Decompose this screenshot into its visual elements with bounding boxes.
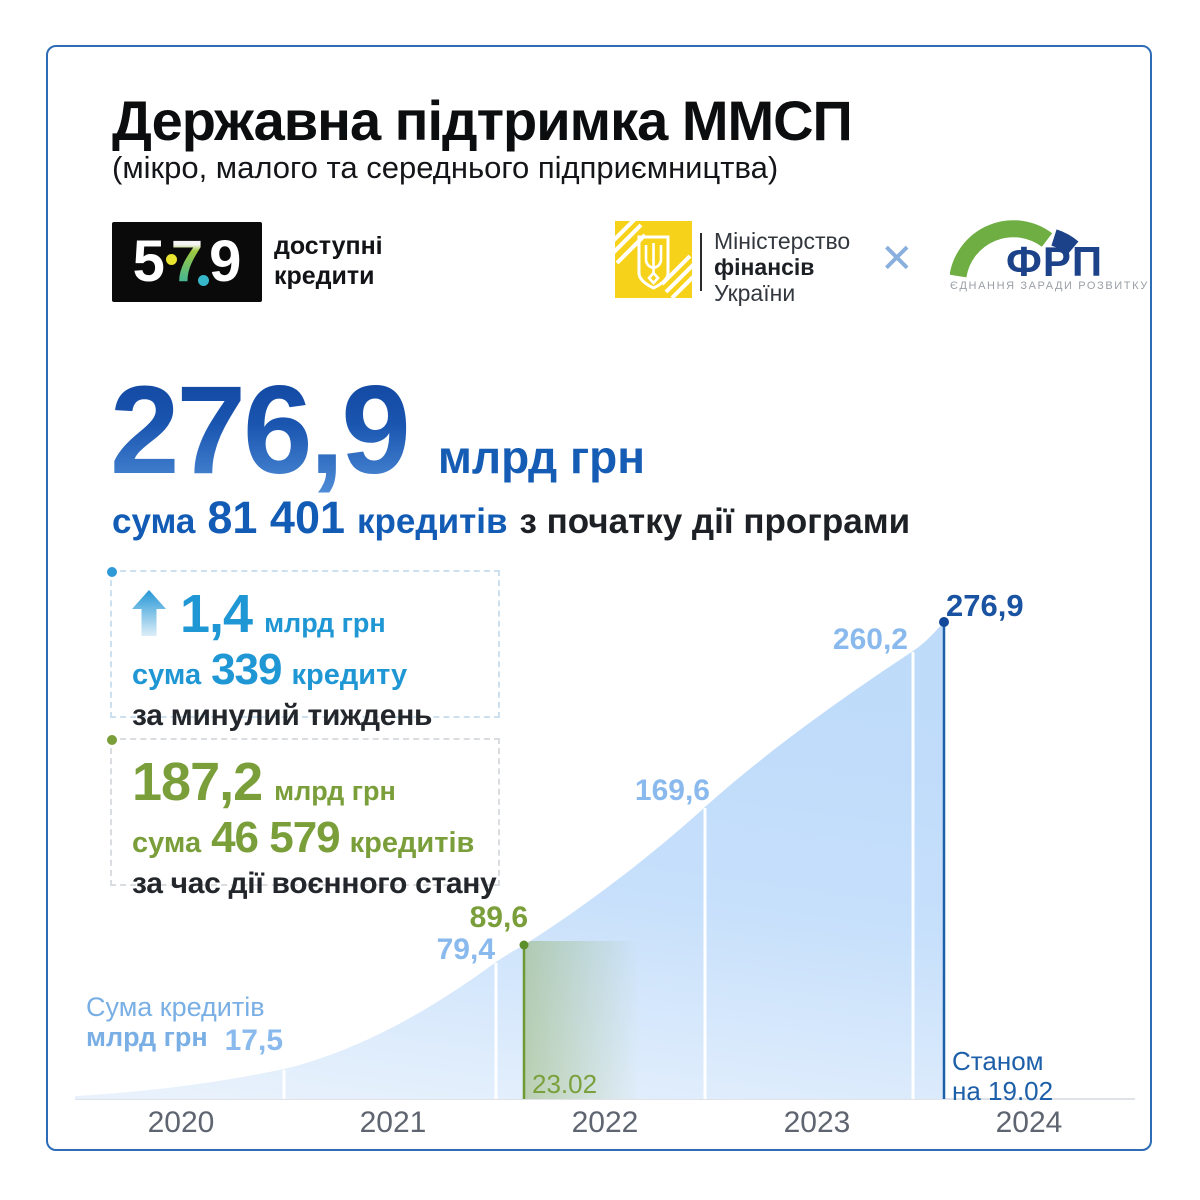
war-tint-band — [524, 941, 640, 1099]
logo-579-digit-9: 9 — [209, 229, 242, 294]
wartime-amount-value: 187,2 — [132, 752, 263, 812]
weekly-loans-count: 339 — [211, 644, 282, 694]
total-loans-line: сума 81 401 кредитів з початку дії прогр… — [112, 492, 911, 543]
loans-area-chart — [75, 617, 1135, 1100]
year-label-2022: 2022 — [571, 1106, 639, 1139]
wartime-period-label: за час дії воєнного стану — [132, 866, 497, 900]
year-label-2020: 2020 — [147, 1106, 215, 1139]
wartime-box-marker-dot — [107, 735, 117, 745]
logo-579-digit-5: 5 — [132, 229, 165, 294]
frp-tagline: ЄДНАННЯ ЗАРАДИ РОЗВИТКУ — [950, 280, 1149, 292]
year-label-2021: 2021 — [359, 1106, 427, 1139]
total-amount-unit: млрд грн — [437, 431, 646, 483]
page-title: Державна підтримка ММСП — [112, 89, 853, 152]
asof-marker — [939, 617, 949, 1099]
logo-579: 5 7 9 — [112, 222, 262, 302]
asof-date-label: Станом на 19.02 — [952, 1046, 1054, 1106]
weekly-delta-value: 1,4 — [180, 584, 253, 644]
weekly-period-label: за минулий тиждень — [132, 698, 433, 732]
total-loans-count: 81 401 — [207, 492, 346, 543]
chart-area — [75, 622, 944, 1099]
frp-logo: ФРП ЄДНАННЯ ЗАРАДИ РОЗВИТКУ — [949, 220, 1149, 298]
frp-arch-icon — [949, 220, 1079, 278]
logo-579-seven-percent: 7 — [165, 233, 210, 291]
chart-y-axis-label: Сума кредитів млрд грн — [86, 992, 265, 1052]
minfin-logo-text: Міністерство фінансів України — [714, 228, 851, 306]
milestone-label-2020: 17,5 — [224, 1024, 283, 1057]
war-start-date-label: 23.02 — [532, 1069, 598, 1099]
total-amount-row: 276,9 млрд грн — [110, 368, 645, 493]
milestone-label-2021: 79,4 — [436, 933, 495, 966]
percent-dot-yellow-icon — [165, 254, 177, 265]
weekly-box-marker-dot — [107, 567, 117, 577]
multiply-separator-icon: ✕ — [880, 237, 914, 281]
logo-579-label: доступні кредити — [274, 232, 383, 290]
percent-dot-teal-icon — [198, 275, 210, 286]
milestone-label-war-start: 89,6 — [469, 901, 528, 934]
year-divider-lines — [282, 652, 915, 1099]
year-label-2023: 2023 — [783, 1106, 851, 1139]
page-subtitle: (мікро, малого та середнього підприємниц… — [112, 150, 779, 185]
minfin-trident-icon — [615, 221, 692, 298]
minfin-divider — [700, 233, 702, 291]
frp-abbr: ФРП — [1006, 238, 1104, 285]
x-axis-year-labels: 2020 2021 2022 2023 2024 — [75, 1106, 1135, 1140]
arrow-up-icon — [132, 590, 166, 636]
year-label-2024: 2024 — [995, 1106, 1063, 1139]
milestone-label-current: 276,9 — [946, 588, 1024, 623]
milestone-label-2023: 260,2 — [832, 623, 908, 656]
milestone-label-2022: 169,6 — [634, 774, 710, 807]
war-start-marker — [519, 940, 529, 1099]
total-amount-value: 276,9 — [110, 361, 411, 500]
wartime-stats-box: 187,2 млрд грн сума 46 579 кредитів за ч… — [107, 735, 500, 900]
wartime-loans-count: 46 579 — [211, 812, 341, 862]
weekly-stats-box: 1,4 млрд грн сума 339 кредиту за минулий… — [107, 567, 500, 732]
